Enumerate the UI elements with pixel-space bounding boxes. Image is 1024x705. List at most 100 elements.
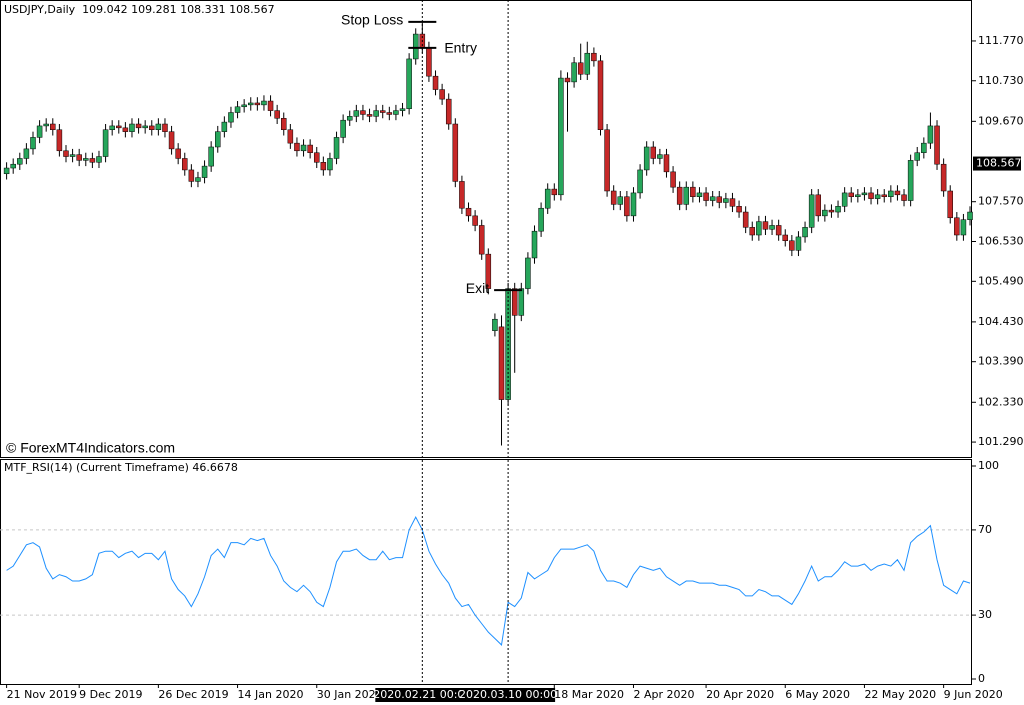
candle-body	[650, 146, 657, 159]
candle-body	[848, 192, 854, 197]
candle-body	[756, 221, 762, 236]
current-price-box	[973, 156, 1021, 171]
candle-body	[577, 62, 584, 75]
candle-body	[379, 110, 386, 113]
candle-body	[426, 47, 432, 77]
candle-body	[571, 62, 577, 83]
candle-body	[254, 102, 261, 106]
candle-body	[320, 162, 327, 171]
candle-body	[36, 125, 43, 138]
candle-body	[280, 118, 287, 131]
y-tick-label: 111.770	[978, 34, 1024, 47]
candle-body	[736, 206, 742, 213]
candle-body	[109, 125, 115, 131]
candle-body	[676, 186, 683, 205]
x-tick-label: 14 Jan 2020	[238, 688, 304, 701]
candle-body	[525, 257, 531, 289]
candle-body	[182, 158, 188, 171]
candle-body	[360, 110, 366, 115]
x-tick-label: 2 Apr 2020	[633, 688, 694, 701]
crosshair-label-box	[375, 688, 470, 702]
candle-body	[399, 108, 406, 111]
candle-body	[168, 131, 175, 150]
candle-body	[802, 227, 808, 238]
candle-body	[327, 158, 333, 171]
candle-body	[709, 196, 716, 201]
candle-body	[3, 167, 10, 175]
x-tick-label: 30 Jan 2020	[317, 688, 383, 701]
candle-body	[478, 225, 485, 255]
indicator-y-tick-label: 100	[978, 459, 999, 472]
candle-body	[921, 142, 927, 153]
candle-body	[195, 177, 201, 182]
indicator-y-tick-label: 70	[978, 523, 992, 536]
candle-body	[142, 125, 148, 129]
candle-body	[808, 194, 815, 228]
candle-body	[901, 194, 907, 201]
candle-body	[888, 190, 894, 197]
candle-body	[162, 123, 168, 132]
candle-body	[835, 206, 841, 213]
candle-body	[822, 209, 828, 217]
candle-body	[637, 169, 643, 194]
candle-body	[69, 154, 76, 157]
candle-body	[432, 75, 439, 90]
candle-body	[300, 144, 307, 152]
candle-body	[129, 123, 135, 132]
candle-body	[815, 194, 821, 217]
candle-body	[855, 194, 861, 197]
candle-body	[76, 154, 82, 161]
candle-body	[492, 318, 498, 331]
annotation-label: Entry	[444, 40, 477, 56]
candle-body	[696, 192, 703, 197]
candle-body	[591, 52, 597, 62]
candle-body	[907, 160, 914, 201]
candle-body	[584, 52, 591, 75]
candle-body	[947, 190, 953, 219]
candle-body	[723, 198, 729, 203]
candle-body	[927, 125, 934, 144]
candle-body	[914, 152, 920, 161]
y-tick-label: 103.390	[978, 355, 1024, 368]
candle-body	[135, 123, 142, 129]
candle-body	[874, 194, 881, 199]
candle-body	[498, 326, 505, 400]
x-tick-label: 6 May 2020	[785, 688, 850, 701]
candle-body	[511, 288, 518, 316]
candle-body	[353, 110, 360, 117]
candle-body	[215, 131, 221, 148]
candle-body	[610, 190, 617, 205]
candle-body	[789, 240, 795, 251]
x-tick-label: 26 Dec 2019	[158, 688, 228, 701]
candle-body	[234, 106, 241, 113]
candle-body	[518, 288, 525, 316]
candle-body	[465, 207, 472, 217]
indicator-panel-frame	[0, 459, 972, 685]
candle-body	[828, 209, 835, 213]
candle-body	[340, 119, 346, 138]
candle-body	[307, 144, 313, 153]
candle-body	[386, 112, 393, 115]
indicator-line	[6, 516, 971, 646]
candle-body	[762, 221, 769, 230]
candle-body	[934, 125, 940, 165]
candle-body	[459, 181, 465, 209]
x-tick-label: 21 Nov 2019	[7, 688, 77, 701]
candle-body	[83, 158, 89, 161]
candle-body	[412, 33, 419, 60]
watermark: © ForexMT4Indicators.com	[6, 440, 175, 456]
y-tick-label: 106.530	[978, 235, 1024, 248]
candle-body	[967, 211, 973, 220]
candle-body	[657, 154, 663, 159]
annotation-label: Stop Loss	[341, 12, 403, 28]
candle-body	[96, 156, 102, 163]
candle-body	[228, 112, 234, 123]
candle-body	[597, 60, 604, 131]
crosshair-label: 2020.02.21 00:00	[373, 688, 471, 701]
indicator-y-tick-label: 30	[978, 608, 992, 621]
candle-body	[188, 169, 195, 182]
candle-body	[267, 100, 274, 111]
candle-body	[630, 192, 637, 217]
candle-body	[782, 234, 789, 241]
candle-body	[63, 150, 69, 157]
